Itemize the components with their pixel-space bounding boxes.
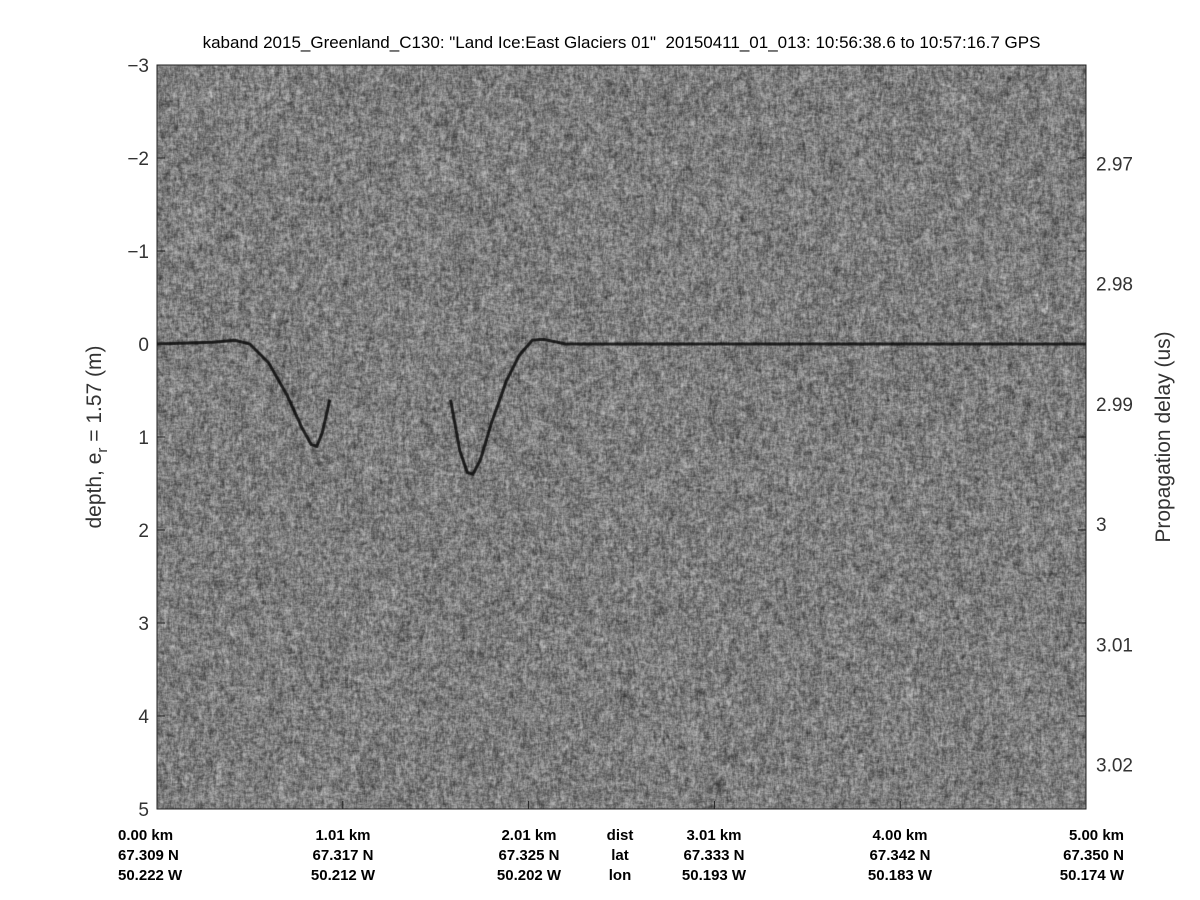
x-tick-label-dist: 2.01 km xyxy=(501,827,556,844)
y-left-tick-label: −3 xyxy=(127,56,149,77)
x-tick-label-lon: 50.183 W xyxy=(868,867,933,884)
y-right-tick-label: 2.97 xyxy=(1096,155,1133,176)
y-left-tick-label: 2 xyxy=(138,521,149,542)
y-left-label: depth, er = 1.57 (m) xyxy=(83,345,111,528)
x-row-label-dist: dist xyxy=(607,827,634,844)
x-tick-label-lat: 67.350 N xyxy=(1063,847,1124,864)
y-left-tick-label: 1 xyxy=(138,428,149,449)
x-tick-label-lat: 67.342 N xyxy=(870,847,931,864)
x-tick-label-lat: 67.333 N xyxy=(684,847,745,864)
y-right-tick-label: 2.99 xyxy=(1096,395,1133,416)
y-left-tick-label: 3 xyxy=(138,614,149,635)
y-right-tick-label: 2.98 xyxy=(1096,275,1133,296)
x-tick-label-dist: 4.00 km xyxy=(872,827,927,844)
plot-frame xyxy=(157,65,1086,809)
x-tick-label-lon: 50.174 W xyxy=(1060,867,1125,884)
x-tick-label-dist: 5.00 km xyxy=(1069,827,1124,844)
y-left-tick-label: 5 xyxy=(138,800,149,821)
y-right-tick-label: 3 xyxy=(1096,515,1107,536)
y-left-tick-label: 0 xyxy=(138,335,149,356)
y-right-tick-label: 3.01 xyxy=(1096,635,1133,656)
x-tick-label-dist: 0.00 km xyxy=(118,827,173,844)
x-tick-label-lon: 50.193 W xyxy=(682,867,747,884)
x-tick-label-lat: 67.325 N xyxy=(499,847,560,864)
y-right-tick-label: 3.02 xyxy=(1096,755,1133,776)
x-tick-label-lon: 50.222 W xyxy=(118,867,183,884)
x-tick-label-dist: 1.01 km xyxy=(315,827,370,844)
x-tick-label-lon: 50.212 W xyxy=(311,867,376,884)
y-left-tick-label: 4 xyxy=(138,707,149,728)
chart-axes: −3 −2 −1 0 1 2 3 4 5 2.97 2.98 2.99 3 3.01 3.02 0.00 km… xyxy=(0,0,1200,900)
y-left-tick-label: −2 xyxy=(127,149,149,170)
y-left-tick-label: −1 xyxy=(127,242,149,263)
x-row-label-lat: lat xyxy=(611,847,629,864)
y-right-label: Propagation delay (us) xyxy=(1152,331,1175,542)
x-tick-label-lat: 67.309 N xyxy=(118,847,179,864)
x-tick-label-lat: 67.317 N xyxy=(313,847,374,864)
x-tick-label-dist: 3.01 km xyxy=(686,827,741,844)
x-tick-label-lon: 50.202 W xyxy=(497,867,562,884)
x-row-label-lon: lon xyxy=(609,867,632,884)
